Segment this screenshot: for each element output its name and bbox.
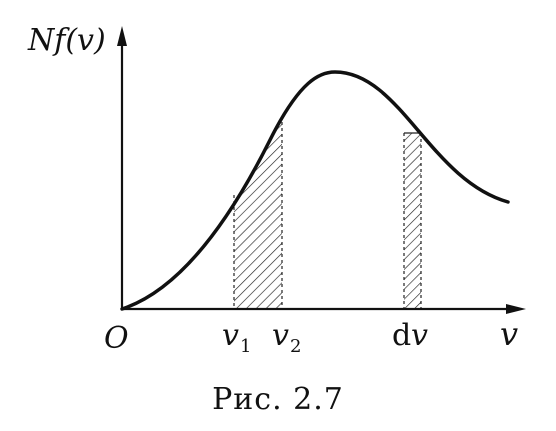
x-axis-label: v bbox=[500, 315, 518, 353]
svg-text:v: v bbox=[222, 318, 239, 353]
svg-text:v: v bbox=[272, 318, 289, 353]
x-axis-arrow-icon bbox=[506, 304, 526, 314]
distribution-curve bbox=[120, 70, 510, 311]
figure-caption: Рис. 2.7 bbox=[212, 382, 344, 417]
v1-label: v 1 bbox=[222, 318, 251, 357]
area-dv bbox=[403, 132, 422, 309]
dv-label: d v bbox=[392, 318, 428, 353]
svg-text:2: 2 bbox=[290, 336, 301, 357]
y-axis-arrow-icon bbox=[117, 26, 127, 46]
v2-label: v 2 bbox=[272, 318, 301, 357]
area-v1-v2 bbox=[233, 120, 283, 309]
svg-text:1: 1 bbox=[240, 336, 251, 357]
svg-text:d: d bbox=[392, 318, 411, 353]
origin-label: O bbox=[104, 321, 129, 356]
svg-text:v: v bbox=[411, 318, 428, 353]
y-axis-label: Nf(v) bbox=[27, 23, 106, 58]
